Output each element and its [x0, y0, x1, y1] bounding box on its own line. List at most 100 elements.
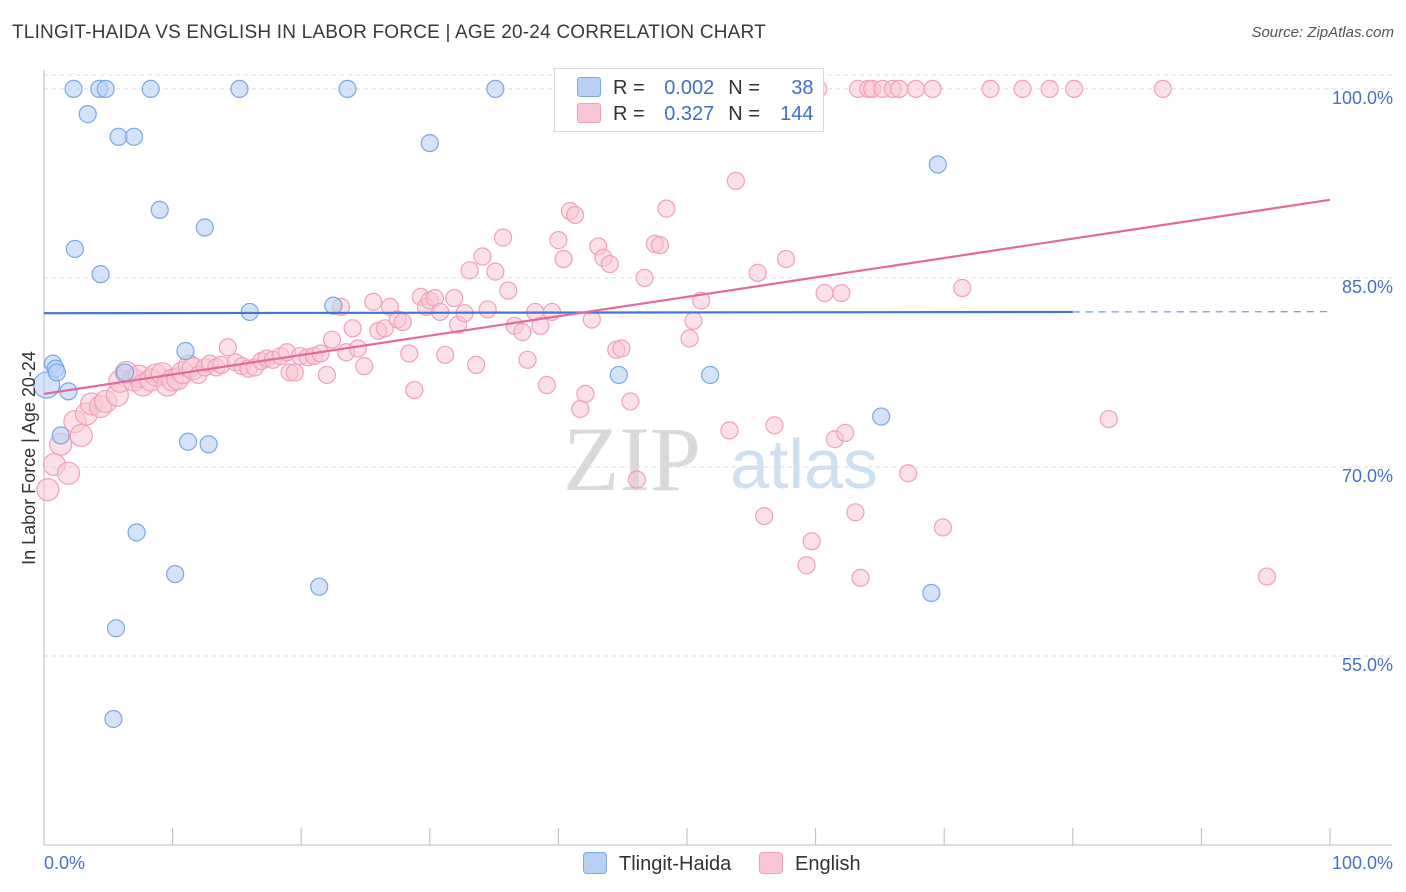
tlingit-haida-points	[32, 79, 947, 729]
tlingit-haida-point	[420, 133, 439, 153]
series-name-english: English	[795, 853, 861, 875]
english-point	[400, 344, 419, 363]
tlingit-haida-point	[609, 365, 628, 385]
english-point	[635, 268, 654, 288]
english-point	[612, 339, 631, 358]
tlingit-haida-point	[65, 239, 84, 259]
watermark-zip: ZIP	[563, 408, 701, 510]
english-point	[748, 263, 767, 282]
english-point	[797, 556, 816, 575]
tlingit-haida-point	[104, 709, 123, 729]
english-point	[765, 416, 784, 435]
stats-legend: R = 0.002 N = 38 R = 0.327 N = 144	[554, 68, 824, 132]
english-point	[554, 249, 573, 269]
english-point	[1040, 79, 1059, 99]
legend-n-label: N =	[728, 103, 760, 125]
english-point	[473, 247, 492, 266]
legend-row-tlingit-haida: R = 0.002 N = 38	[577, 77, 814, 101]
english-point	[1099, 409, 1118, 429]
english-point	[69, 423, 93, 448]
legend-n-label: N =	[728, 77, 760, 99]
tick-labels: 55.0% 70.0% 85.0% 100.0% 0.0% 100.0%	[44, 88, 1393, 873]
english-point	[531, 316, 550, 335]
watermark: ZIP atlas	[563, 408, 878, 510]
english-point	[285, 363, 304, 382]
tlingit-haida-point	[486, 79, 505, 99]
tlingit-haida-point	[115, 363, 135, 382]
x-tick-label: 100.0%	[1332, 853, 1393, 873]
tlingit-haida-point	[96, 79, 115, 99]
tlingit-haida-point	[150, 200, 169, 219]
legend-swatch-tlingit-haida	[577, 77, 601, 97]
english-point	[576, 384, 595, 403]
series-name-tlingit-haida: Tlingit-Haida	[619, 853, 732, 875]
tlingit-haida-point	[91, 265, 110, 284]
english-point	[317, 365, 337, 385]
tlingit-haida-point	[195, 218, 214, 237]
english-point	[627, 470, 646, 489]
legend-row-english: R = 0.327 N = 144	[577, 103, 814, 127]
english-point	[486, 262, 505, 281]
english-point	[218, 338, 237, 357]
tlingit-haida-point	[51, 426, 70, 445]
english-point	[755, 506, 774, 526]
english-point	[494, 228, 513, 247]
english-point	[436, 345, 455, 364]
tlingit-haida-point	[872, 407, 891, 426]
y-tick-label: 100.0%	[1332, 88, 1393, 108]
tlingit-haida-point	[922, 583, 941, 603]
english-point	[549, 231, 568, 250]
tlingit-haida-point	[106, 619, 126, 638]
english-point	[776, 249, 796, 269]
tlingit-haida-point	[78, 105, 97, 124]
english-point	[499, 281, 518, 300]
tlingit-haida-point	[178, 432, 198, 451]
english-point	[726, 171, 745, 190]
english-point	[1064, 79, 1084, 99]
english-point	[906, 79, 926, 99]
english-point	[933, 518, 953, 537]
english-point	[322, 330, 342, 349]
english-point	[832, 283, 851, 303]
tlingit-haida-point	[127, 523, 146, 542]
english-point	[375, 319, 394, 338]
english-point	[460, 261, 479, 280]
legend-r-value-tlingit-haida: 0.002	[664, 77, 715, 99]
series-legend-tlingit-haida: Tlingit-Haida	[583, 852, 731, 876]
y-axis-label: In Labor Force | Age 20-24	[19, 351, 39, 565]
tlingit-haida-point	[166, 564, 185, 584]
tlingit-haida-point	[230, 79, 249, 99]
x-tick-label: 0.0%	[44, 853, 85, 873]
english-point	[815, 283, 834, 303]
legend-r-label: R =	[613, 77, 645, 99]
english-trend-line	[43, 198, 1331, 395]
legend-swatch-english	[577, 103, 601, 123]
english-point	[836, 423, 855, 443]
english-point	[1153, 79, 1172, 99]
legend-n-value-tlingit-haida: 38	[791, 77, 814, 99]
tlingit-haida-point	[109, 127, 128, 146]
english-point	[720, 421, 739, 440]
english-point	[846, 503, 865, 522]
tlingit-haida-point	[928, 155, 947, 174]
legend-r-label: R =	[613, 103, 645, 125]
y-tick-label: 85.0%	[1342, 277, 1393, 297]
english-point	[36, 478, 60, 502]
tlingit-haida-point	[324, 296, 343, 315]
tlingit-haida-point	[64, 79, 83, 99]
legend-n-value-english: 144	[780, 103, 814, 125]
english-point	[981, 79, 1000, 99]
english-point	[393, 312, 412, 332]
english-point	[571, 399, 590, 419]
chart-source: Source: ZipAtlas.com	[1251, 24, 1394, 41]
english-point	[802, 532, 821, 551]
chart-title: TLINGIT-HAIDA VS ENGLISH IN LABOR FORCE …	[12, 22, 766, 43]
english-point	[621, 392, 640, 411]
series-legend-english: English	[759, 852, 861, 876]
tlingit-haida-point	[338, 79, 357, 99]
axes	[43, 70, 1392, 846]
english-point	[600, 254, 619, 274]
tlingit-haida-point	[310, 577, 329, 596]
tlingit-haida-point	[124, 127, 144, 146]
tlingit-haida-point	[141, 79, 160, 99]
